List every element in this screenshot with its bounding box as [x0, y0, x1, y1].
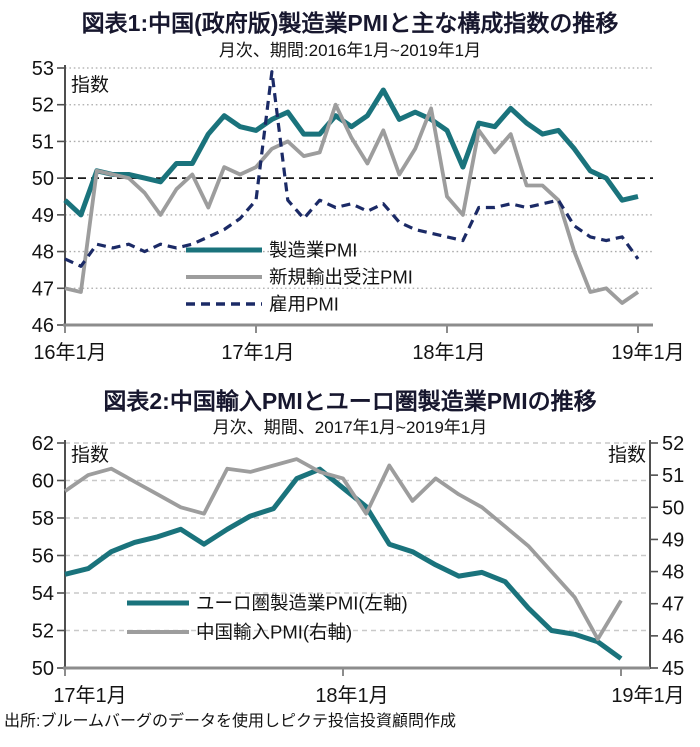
- left-axis-tick-label: 60: [32, 471, 54, 493]
- left-axis-tick-label: 58: [32, 508, 54, 530]
- y-axis-tick-label: 50: [32, 168, 54, 190]
- figure1-title: 図表1:中国(政府版)製造業PMIと主な構成指数の推移: [81, 10, 619, 36]
- left-axis-tick-label: 50: [32, 658, 54, 680]
- y-axis-tick-label: 46: [32, 315, 54, 337]
- x-axis-tick-label: 19年1月: [611, 341, 684, 364]
- left-axis-tick-label: 52: [32, 621, 54, 643]
- x-axis-tick-label: 16年1月: [33, 341, 106, 364]
- legend-label: 新規輸出受注PMI: [269, 267, 413, 288]
- right-axis-tick-label: 48: [662, 562, 684, 584]
- legend-label: 中国輸入PMI(右軸): [196, 622, 352, 643]
- right-axis-tick-label: 52: [662, 433, 684, 455]
- source-note: 出所:ブルームバーグのデータを使用しピクテ投信投資顧問作成: [4, 713, 456, 730]
- legend-label: ユーロ圏製造業PMI(左軸): [196, 593, 408, 614]
- left-axis-tick-label: 62: [32, 433, 54, 455]
- new-export-orders-pmi-line: [64, 102, 640, 305]
- y-axis-tick-label: 53: [32, 58, 54, 80]
- x-axis-tick-label: 17年1月: [221, 341, 294, 364]
- legend-label: 雇用PMI: [269, 294, 339, 315]
- left-axis-tick-label: 54: [32, 583, 54, 605]
- right-axis-tick-label: 49: [662, 529, 684, 551]
- figure1-subtitle: 月次、期間:2016年1月~2019年1月: [218, 41, 482, 60]
- legend-label: 製造業PMI: [269, 240, 357, 261]
- y-axis-tick-label: 51: [32, 131, 54, 153]
- figure1-line-chart: 53 52 51 50 49 48 47 46 16年1月 17年1月 18年1月 19年1月 指数製造…: [32, 58, 685, 364]
- right-axis-tick-label: 47: [662, 594, 684, 616]
- figure2-subtitle: 月次、期間、2017年1月~2019年1月: [212, 418, 488, 437]
- x-axis-tick-label: 19年1月: [611, 684, 684, 707]
- figure2-title: 図表2:中国輸入PMIとユーロ圏製造業PMIの推移: [103, 388, 597, 414]
- china-import-pmi-line: [63, 457, 623, 642]
- y-axis-tick-label: 48: [32, 242, 54, 264]
- left-axis-tick-label: 56: [32, 546, 54, 568]
- y-axis-tick-label: 47: [32, 278, 54, 300]
- right-axis-tick-label: 46: [662, 626, 684, 648]
- euro-area-manufacturing-pmi-line: [64, 466, 623, 661]
- figure2-line-chart: 62 60 58 56 54 52 50 52 51 50 49 48 47 46 45 17年1月 18年1月…: [32, 433, 685, 707]
- x-axis-tick-label: 18年1月: [412, 341, 485, 364]
- right-axis-tick-label: 51: [662, 465, 684, 487]
- right-axis-unit-label: 指数: [608, 444, 646, 466]
- right-axis-tick-label: 45: [662, 658, 684, 680]
- y-axis-tick-label: 49: [32, 205, 54, 227]
- left-axis-unit-label: 指数: [71, 444, 109, 466]
- employment-pmi-line: [64, 70, 640, 268]
- manufacturing-pmi-line: [63, 87, 639, 218]
- right-axis-tick-label: 50: [662, 497, 684, 519]
- x-axis-tick-label: 17年1月: [53, 684, 126, 707]
- axis-unit-label: 指数: [71, 74, 109, 96]
- y-axis-tick-label: 52: [32, 95, 54, 117]
- x-axis-tick-label: 18年1月: [315, 684, 388, 707]
